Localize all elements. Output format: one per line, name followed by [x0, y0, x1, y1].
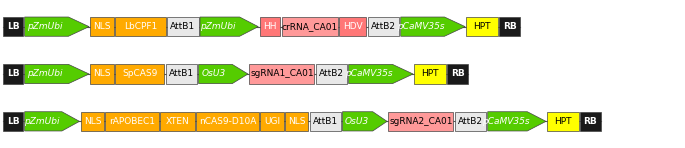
Text: HPT: HPT: [421, 70, 439, 78]
FancyBboxPatch shape: [3, 112, 23, 131]
Text: HPT: HPT: [473, 22, 491, 31]
Text: AttB1: AttB1: [171, 22, 195, 31]
Text: LbCPF1: LbCPF1: [124, 22, 157, 31]
Polygon shape: [200, 17, 258, 36]
FancyBboxPatch shape: [388, 112, 453, 131]
Text: HPT: HPT: [554, 117, 572, 126]
Text: nCAS9-D10A: nCAS9-D10A: [199, 117, 256, 126]
Text: XTEN: XTEN: [166, 117, 189, 126]
Text: NLS: NLS: [84, 117, 101, 126]
Polygon shape: [25, 64, 89, 84]
Text: pZmUbi: pZmUbi: [24, 117, 60, 126]
Text: sgRNA1_CA01: sgRNA1_CA01: [250, 70, 314, 78]
Polygon shape: [488, 112, 546, 131]
FancyBboxPatch shape: [115, 64, 164, 84]
FancyBboxPatch shape: [339, 17, 366, 36]
Text: RB: RB: [451, 70, 464, 78]
Text: OsU3: OsU3: [202, 70, 226, 78]
Text: SpCAS9: SpCAS9: [122, 70, 158, 78]
Text: LB: LB: [7, 117, 19, 126]
Text: AttB2: AttB2: [319, 70, 344, 78]
FancyBboxPatch shape: [115, 17, 166, 36]
Text: UGI: UGI: [264, 117, 280, 126]
Text: RB: RB: [584, 117, 597, 126]
FancyBboxPatch shape: [3, 17, 23, 36]
Text: pZmUbi: pZmUbi: [201, 22, 236, 31]
Text: crRNA_CA01: crRNA_CA01: [282, 22, 338, 31]
Text: NLS: NLS: [288, 117, 306, 126]
FancyBboxPatch shape: [249, 64, 314, 84]
FancyBboxPatch shape: [368, 17, 399, 36]
Text: AttB1: AttB1: [169, 70, 194, 78]
FancyBboxPatch shape: [580, 112, 601, 131]
FancyBboxPatch shape: [196, 112, 259, 131]
FancyBboxPatch shape: [414, 64, 446, 84]
Text: LB: LB: [7, 22, 19, 31]
FancyBboxPatch shape: [260, 112, 284, 131]
FancyBboxPatch shape: [81, 112, 104, 131]
FancyBboxPatch shape: [285, 112, 308, 131]
Text: pCaMV35s: pCaMV35s: [345, 70, 393, 78]
Polygon shape: [349, 64, 413, 84]
FancyBboxPatch shape: [90, 64, 114, 84]
FancyBboxPatch shape: [316, 64, 347, 84]
FancyBboxPatch shape: [310, 112, 341, 131]
FancyBboxPatch shape: [160, 112, 195, 131]
FancyBboxPatch shape: [547, 112, 579, 131]
FancyBboxPatch shape: [282, 17, 338, 36]
FancyBboxPatch shape: [455, 112, 486, 131]
Text: NLS: NLS: [93, 70, 111, 78]
Polygon shape: [401, 17, 465, 36]
Text: HH: HH: [263, 22, 277, 31]
FancyBboxPatch shape: [166, 64, 197, 84]
Text: sgRNA2_CA01: sgRNA2_CA01: [389, 117, 453, 126]
Text: pCaMV35s: pCaMV35s: [482, 117, 530, 126]
FancyBboxPatch shape: [3, 64, 23, 84]
Text: AttB2: AttB2: [458, 117, 483, 126]
Text: OsU3: OsU3: [345, 117, 369, 126]
FancyBboxPatch shape: [499, 17, 520, 36]
FancyBboxPatch shape: [105, 112, 159, 131]
Text: NLS: NLS: [93, 22, 111, 31]
Polygon shape: [199, 64, 248, 84]
FancyBboxPatch shape: [466, 17, 498, 36]
Text: HDV: HDV: [343, 22, 362, 31]
Text: AttB1: AttB1: [313, 117, 338, 126]
FancyBboxPatch shape: [167, 17, 199, 36]
Polygon shape: [342, 112, 387, 131]
FancyBboxPatch shape: [260, 17, 280, 36]
FancyBboxPatch shape: [90, 17, 114, 36]
Text: rAPOBEC1: rAPOBEC1: [109, 117, 155, 126]
FancyBboxPatch shape: [447, 64, 468, 84]
Text: pZmUbi: pZmUbi: [27, 70, 62, 78]
Polygon shape: [25, 17, 89, 36]
Text: LB: LB: [7, 70, 19, 78]
Text: pCaMV35s: pCaMV35s: [397, 22, 445, 31]
Text: RB: RB: [503, 22, 516, 31]
Text: pZmUbi: pZmUbi: [27, 22, 62, 31]
Text: AttB2: AttB2: [371, 22, 396, 31]
Polygon shape: [25, 112, 79, 131]
